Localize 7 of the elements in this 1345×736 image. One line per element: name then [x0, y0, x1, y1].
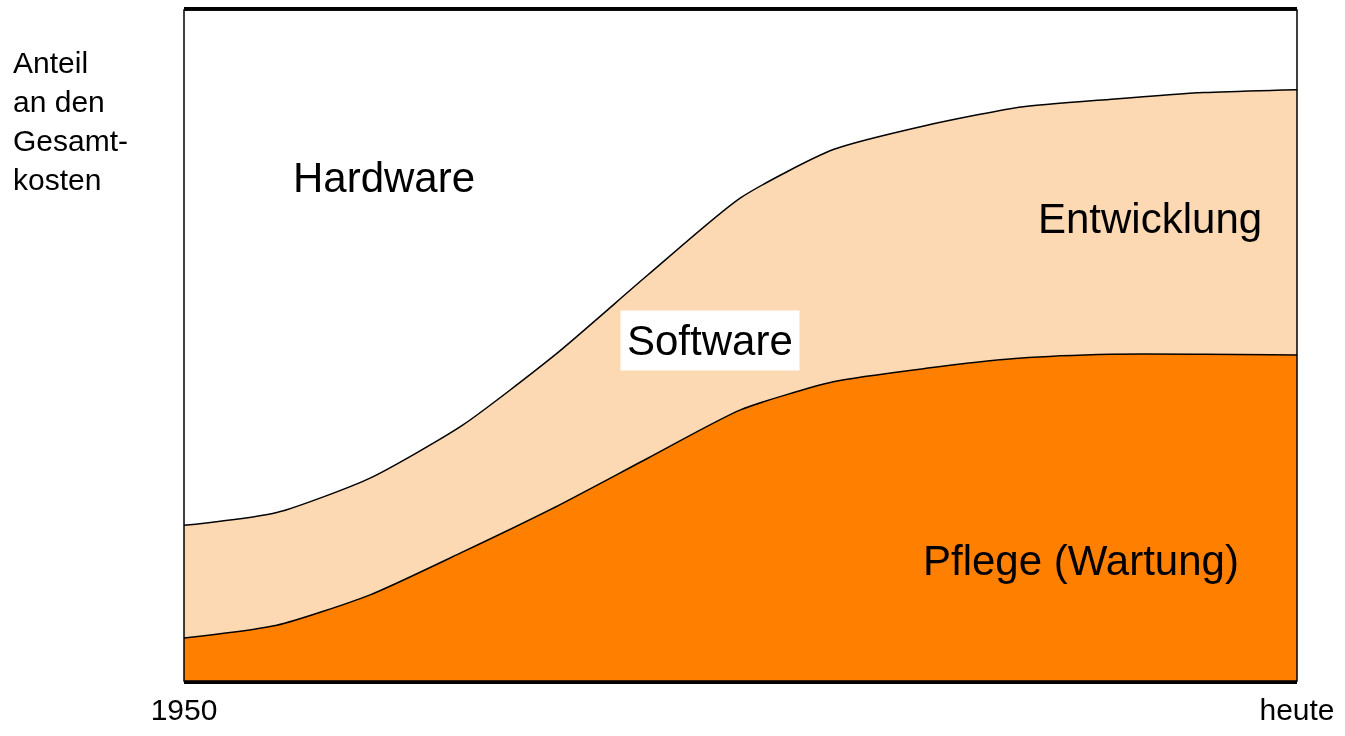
series-label: Pflege (Wartung) [923, 537, 1239, 584]
x-tick-label: 1950 [150, 693, 218, 726]
series-label: Hardware [293, 154, 476, 201]
series-label: Entwicklung [1038, 195, 1263, 242]
annotation: Software [627, 317, 793, 364]
y-axis-title: Anteil an den Gesamt- kosten [13, 46, 129, 196]
x-tick-label: heute [1259, 693, 1335, 726]
